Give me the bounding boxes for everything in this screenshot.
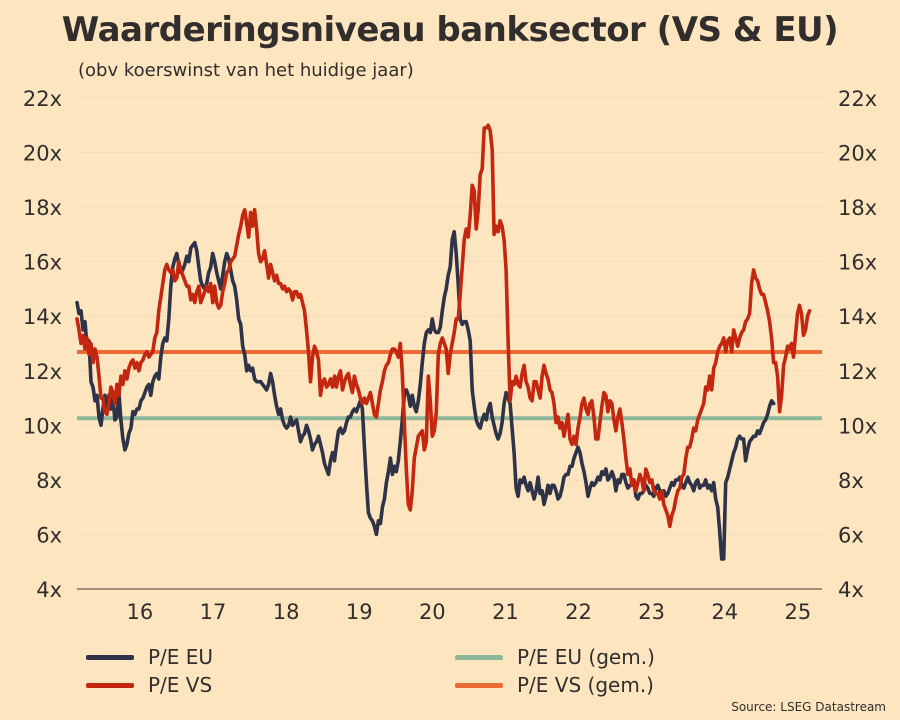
- x-tick-label: 24: [711, 600, 738, 624]
- gridlines: [77, 97, 822, 535]
- x-tick-label: 17: [200, 600, 227, 624]
- y-tick-label-right: 18x: [838, 196, 877, 220]
- x-tick-label: 23: [638, 600, 665, 624]
- y-axis-left: 4x 6x 8x 10x 12x 14x 16x 18x 20x 22x: [23, 87, 62, 602]
- x-tick-label: 16: [127, 600, 154, 624]
- x-tick-label: 21: [492, 600, 519, 624]
- chart-title: Waarderingsniveau banksector (VS & EU): [61, 10, 839, 50]
- y-tick-label-right: 8x: [838, 469, 864, 493]
- y-tick-label-left: 8x: [36, 469, 62, 493]
- series-line-pe-eu: [75, 229, 776, 561]
- x-tick-label: 25: [785, 600, 812, 624]
- y-tick-label-right: 16x: [838, 251, 877, 275]
- y-tick-label-left: 6x: [36, 523, 62, 547]
- y-tick-label-left: 20x: [23, 142, 62, 166]
- chart-subtitle: (obv koerswinst van het huidige jaar): [78, 60, 414, 81]
- source-note: Source: LSEG Datastream: [731, 700, 886, 714]
- y-axis-right: 4x 6x 8x 10x 12x 14x 16x 18x 20x 22x: [838, 87, 877, 602]
- y-tick-label-right: 12x: [838, 360, 877, 384]
- series-lines: [75, 123, 812, 561]
- x-axis: 16 17 18 19 20 21 22 23 24 25: [127, 600, 812, 624]
- x-tick-label: 22: [565, 600, 592, 624]
- y-tick-label-right: 4x: [838, 578, 864, 602]
- y-tick-label-left: 18x: [23, 196, 62, 220]
- y-tick-label-left: 14x: [23, 305, 62, 329]
- y-tick-label-right: 6x: [838, 523, 864, 547]
- y-tick-label-left: 12x: [23, 360, 62, 384]
- y-tick-label-left: 10x: [23, 414, 62, 438]
- x-tick-label: 19: [346, 600, 373, 624]
- x-tick-label: 20: [419, 600, 446, 624]
- y-tick-label-left: 16x: [23, 251, 62, 275]
- y-tick-label-left: 4x: [36, 578, 62, 602]
- y-tick-label-right: 14x: [838, 305, 877, 329]
- series-line-pe-vs: [75, 123, 812, 529]
- x-tick-label: 18: [273, 600, 300, 624]
- y-tick-label-left: 22x: [23, 87, 62, 111]
- y-tick-label-right: 10x: [838, 414, 877, 438]
- y-tick-label-right: 22x: [838, 87, 877, 111]
- y-tick-label-right: 20x: [838, 142, 877, 166]
